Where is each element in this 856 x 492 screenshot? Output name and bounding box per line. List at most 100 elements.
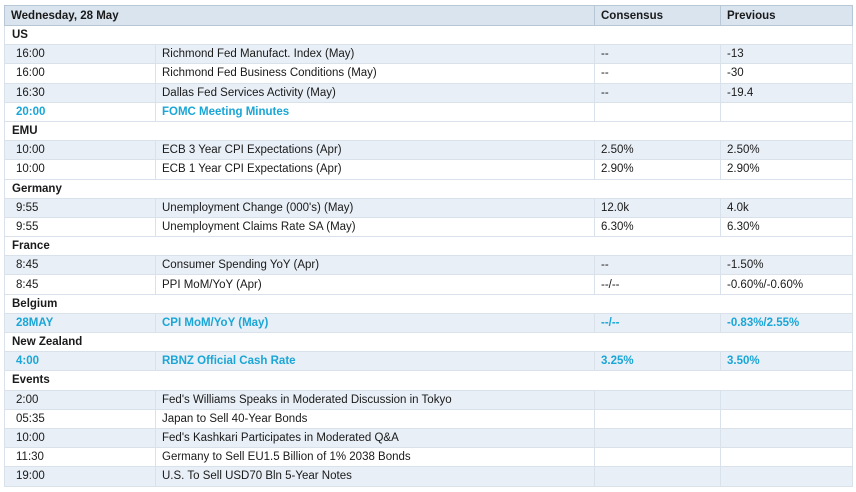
economic-calendar-table: Wednesday, 28 May Consensus Previous US 1… <box>4 5 853 487</box>
cell-consensus: 3.25% <box>594 351 721 372</box>
table-row: 28MAY CPI MoM/YoY (May) --/-- -0.83%/2.55% <box>4 312 853 334</box>
header-row: Wednesday, 28 May Consensus Previous <box>4 5 853 26</box>
table-row: 11:30 Germany to Sell EU1.5 Billion of 1%… <box>4 447 853 468</box>
table-row: 16:00 Richmond Fed Business Conditions (M… <box>4 63 853 84</box>
cell-consensus <box>594 408 721 429</box>
cell-consensus: 6.30% <box>594 216 721 238</box>
table-row: 4:00 RBNZ Official Cash Rate 3.25% 3.50% <box>4 351 853 372</box>
cell-consensus <box>594 447 721 468</box>
header-date: Wednesday, 28 May <box>4 5 595 26</box>
section-row: Events <box>4 370 853 391</box>
section-row: Germany <box>4 178 853 199</box>
section-row: EMU <box>4 120 853 142</box>
cell-previous <box>720 389 853 410</box>
cell-time: 28MAY <box>4 312 156 334</box>
cell-event: Richmond Fed Business Conditions (May) <box>155 63 595 84</box>
cell-event: Japan to Sell 40-Year Bonds <box>155 408 595 429</box>
section-label: EMU <box>4 120 853 142</box>
table-row: 2:00 Fed's Williams Speaks in Moderated D… <box>4 389 853 410</box>
section-label: Events <box>4 370 853 391</box>
cell-time: 16:00 <box>4 44 156 65</box>
cell-previous: 3.50% <box>720 351 853 372</box>
cell-consensus <box>594 101 721 122</box>
cell-event: U.S. To Sell USD70 Bln 5-Year Notes <box>155 466 595 487</box>
cell-time: 05:35 <box>4 408 156 429</box>
cell-previous: -13 <box>720 44 853 65</box>
cell-time: 8:45 <box>4 274 156 295</box>
header-consensus: Consensus <box>594 5 721 26</box>
cell-time: 16:00 <box>4 63 156 84</box>
cell-time: 2:00 <box>4 389 156 410</box>
table-row: 05:35 Japan to Sell 40-Year Bonds <box>4 408 853 429</box>
section-row: US <box>4 24 853 46</box>
cell-previous: -19.4 <box>720 82 853 103</box>
section-label: US <box>4 24 853 46</box>
cell-event: Germany to Sell EU1.5 Billion of 1% 2038… <box>155 447 595 468</box>
cell-event: Fed's Kashkari Participates in Moderated… <box>155 427 595 449</box>
cell-consensus: 2.50% <box>594 140 721 161</box>
cell-event: PPI MoM/YoY (Apr) <box>155 274 595 295</box>
section-label: Germany <box>4 178 853 199</box>
cell-time: 10:00 <box>4 427 156 449</box>
cell-previous: -0.60%/-0.60% <box>720 274 853 295</box>
cell-consensus: --/-- <box>594 274 721 295</box>
table-row: 9:55 Unemployment Claims Rate SA (May) 6.3… <box>4 216 853 238</box>
cell-time: 8:45 <box>4 255 156 276</box>
cell-previous <box>720 101 853 122</box>
cell-consensus: -- <box>594 44 721 65</box>
table-row: 16:00 Richmond Fed Manufact. Index (May) -… <box>4 44 853 65</box>
cell-time: 10:00 <box>4 159 156 180</box>
table-row: 9:55 Unemployment Change (000's) (May) 12.… <box>4 197 853 218</box>
cell-previous <box>720 447 853 468</box>
calendar-table-container: Wednesday, 28 May Consensus Previous US 1… <box>4 5 853 487</box>
cell-event: Dallas Fed Services Activity (May) <box>155 82 595 103</box>
cell-time: 19:00 <box>4 466 156 487</box>
cell-consensus: -- <box>594 255 721 276</box>
cell-consensus: -- <box>594 63 721 84</box>
table-row: 10:00 Fed's Kashkari Participates in Mode… <box>4 427 853 449</box>
cell-event: ECB 1 Year CPI Expectations (Apr) <box>155 159 595 180</box>
cell-previous: -1.50% <box>720 255 853 276</box>
cell-event: FOMC Meeting Minutes <box>155 101 595 122</box>
cell-event: Unemployment Change (000's) (May) <box>155 197 595 218</box>
cell-consensus: -- <box>594 82 721 103</box>
cell-consensus: 12.0k <box>594 197 721 218</box>
cell-event: RBNZ Official Cash Rate <box>155 351 595 372</box>
cell-previous: -0.83%/2.55% <box>720 312 853 334</box>
table-row: 20:00 FOMC Meeting Minutes <box>4 101 853 122</box>
calendar-body: Wednesday, 28 May Consensus Previous US 1… <box>4 5 853 487</box>
cell-consensus: 2.90% <box>594 159 721 180</box>
section-row: Belgium <box>4 293 853 314</box>
section-label: France <box>4 236 853 257</box>
cell-time: 11:30 <box>4 447 156 468</box>
cell-previous: 4.0k <box>720 197 853 218</box>
cell-previous: 2.90% <box>720 159 853 180</box>
cell-time: 9:55 <box>4 197 156 218</box>
section-label: New Zealand <box>4 331 853 353</box>
cell-previous: -30 <box>720 63 853 84</box>
table-row: 8:45 Consumer Spending YoY (Apr) -- -1.50% <box>4 255 853 276</box>
cell-event: Unemployment Claims Rate SA (May) <box>155 216 595 238</box>
cell-previous: 2.50% <box>720 140 853 161</box>
table-row: 10:00 ECB 1 Year CPI Expectations (Apr) 2.… <box>4 159 853 180</box>
cell-event: Fed's Williams Speaks in Moderated Discu… <box>155 389 595 410</box>
cell-time: 9:55 <box>4 216 156 238</box>
cell-event: Richmond Fed Manufact. Index (May) <box>155 44 595 65</box>
cell-time: 16:30 <box>4 82 156 103</box>
cell-time: 20:00 <box>4 101 156 122</box>
cell-previous: 6.30% <box>720 216 853 238</box>
cell-previous <box>720 466 853 487</box>
cell-consensus: --/-- <box>594 312 721 334</box>
cell-event: CPI MoM/YoY (May) <box>155 312 595 334</box>
cell-consensus <box>594 389 721 410</box>
section-row: New Zealand <box>4 331 853 353</box>
section-label: Belgium <box>4 293 853 314</box>
table-row: 19:00 U.S. To Sell USD70 Bln 5-Year Notes <box>4 466 853 487</box>
cell-event: Consumer Spending YoY (Apr) <box>155 255 595 276</box>
section-row: France <box>4 236 853 257</box>
cell-time: 4:00 <box>4 351 156 372</box>
cell-previous <box>720 408 853 429</box>
table-row: 8:45 PPI MoM/YoY (Apr) --/-- -0.60%/-0.60% <box>4 274 853 295</box>
cell-event: ECB 3 Year CPI Expectations (Apr) <box>155 140 595 161</box>
table-row: 10:00 ECB 3 Year CPI Expectations (Apr) 2.… <box>4 140 853 161</box>
